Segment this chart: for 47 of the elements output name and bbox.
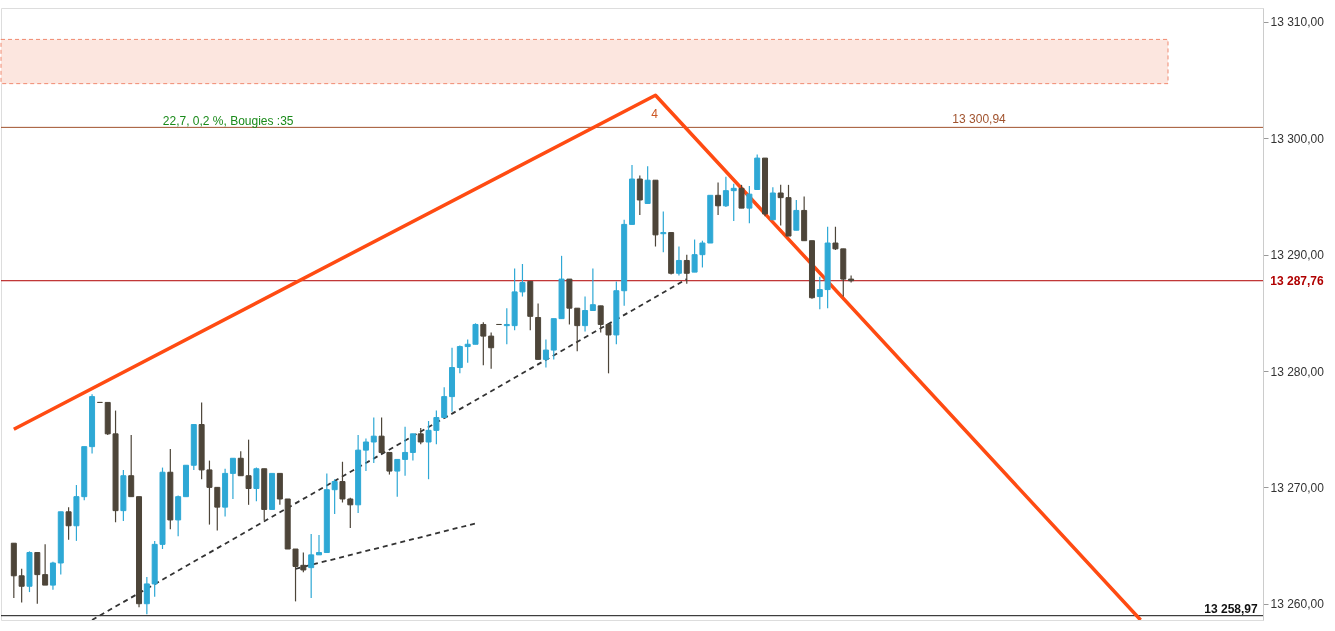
candlestick (308, 533, 315, 599)
candlestick (582, 295, 589, 333)
y-tick-label: 13 280,00 (1270, 364, 1325, 379)
candlestick (722, 176, 729, 208)
candlestick (394, 458, 401, 498)
candlestick (589, 268, 596, 312)
y-tick-label: 13 260,00 (1270, 597, 1325, 612)
candlestick (316, 534, 322, 556)
candlestick (409, 433, 416, 462)
y-tick-label: 13 270,00 (1270, 480, 1325, 495)
candlestick (331, 478, 338, 515)
candlestick (644, 165, 651, 205)
candlestick (253, 466, 260, 502)
candlestick (683, 254, 690, 285)
ref-line-label: 13 287,76 (1270, 273, 1325, 288)
candlestick (229, 457, 236, 500)
annotation: 22,7, 0,2 %, Bougies :35 (162, 114, 294, 129)
candlestick (42, 543, 49, 586)
y-tick-label: 13 300,00 (1270, 131, 1325, 146)
y-tick-label: 13 290,00 (1270, 248, 1325, 263)
candlestick (675, 245, 682, 277)
candlestick (143, 576, 150, 615)
candlestick (746, 185, 753, 224)
candlestick (636, 174, 643, 216)
annotation: 4 (651, 107, 659, 122)
ref-line-label: 13 258,97 (1204, 601, 1259, 616)
candlestick (49, 561, 56, 591)
candlestick (456, 344, 463, 374)
candlestick (65, 506, 72, 541)
candlestick (362, 437, 369, 472)
candlestick (738, 184, 745, 209)
candlestick (542, 339, 549, 369)
y-tick-label: 13 310,00 (1270, 15, 1325, 30)
candlestick (34, 551, 41, 605)
candlestick (730, 183, 737, 222)
candlestick (18, 568, 25, 604)
candlestick (715, 181, 722, 216)
candlestick (480, 321, 487, 366)
candlestick (793, 199, 800, 231)
candlestick (175, 494, 182, 537)
candlestick (660, 211, 667, 253)
candlestick (402, 426, 409, 477)
candlestick (128, 434, 135, 498)
candlestick (370, 416, 377, 464)
candlestick (848, 275, 855, 284)
ref-line-label: 13 300,94 (952, 112, 1007, 127)
candlestick (488, 332, 495, 370)
